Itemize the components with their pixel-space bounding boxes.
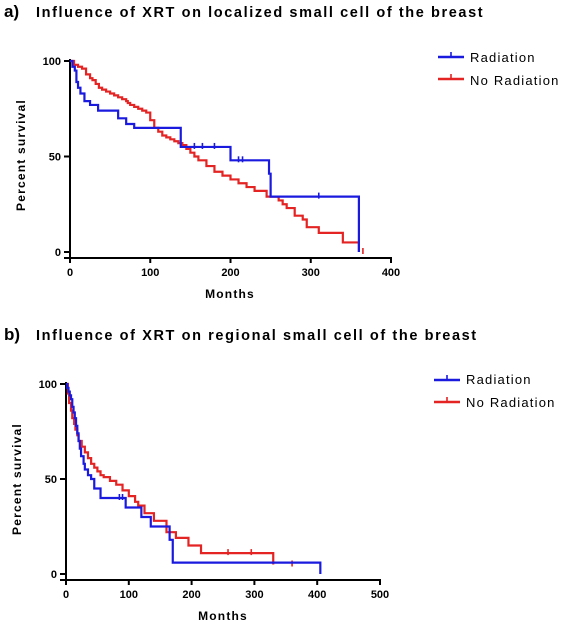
x-tick-label: 100 bbox=[141, 267, 159, 279]
panel-a-legend-noradiation: No Radiation bbox=[470, 73, 560, 88]
panel-b-label: b) bbox=[4, 325, 20, 344]
panel-b-legend-radiation: Radiation bbox=[466, 372, 532, 387]
y-tick-label: 0 bbox=[51, 569, 57, 581]
series-line-radiation bbox=[66, 382, 322, 574]
panel-a-ylabel: Percent survival bbox=[14, 99, 28, 211]
panel-a-label: a) bbox=[4, 2, 19, 21]
x-tick-label: 400 bbox=[308, 589, 326, 601]
y-tick-label: 50 bbox=[49, 152, 61, 164]
panel-b-xlabel: Months bbox=[198, 609, 248, 622]
panel-a-xlabel: Months bbox=[205, 287, 255, 301]
x-tick-label: 400 bbox=[382, 267, 400, 279]
panel-a-legend-radiation: Radiation bbox=[470, 50, 536, 65]
panel-a-plot: 0 50 100 0 100 200 300 400 bbox=[43, 52, 464, 279]
x-tick-label: 0 bbox=[63, 589, 69, 601]
x-tick-label: 500 bbox=[371, 589, 389, 601]
x-tick-label: 300 bbox=[245, 589, 263, 601]
y-tick-label: 100 bbox=[39, 379, 57, 391]
panel-b-ylabel: Percent survival bbox=[10, 423, 24, 535]
y-tick-label: 100 bbox=[43, 56, 61, 68]
x-tick-label: 100 bbox=[120, 589, 138, 601]
panel-a-title: Influence of XRT on localized small cell… bbox=[36, 5, 484, 21]
panel-b-title: Influence of XRT on regional small cell … bbox=[36, 328, 478, 344]
x-tick-label: 200 bbox=[182, 589, 200, 601]
series-line-no-radiation bbox=[66, 382, 275, 565]
x-tick-label: 300 bbox=[302, 267, 320, 279]
series-line-radiation bbox=[70, 59, 360, 252]
panel-b-plot: 0 50 100 0 100 200 300 400 500 bbox=[39, 375, 460, 601]
panel-b-legend-noradiation: No Radiation bbox=[466, 395, 556, 410]
plot-layer: 0 50 100 0 100 200 300 400 0 50 100 0 100 200 300 400 50… bbox=[39, 52, 464, 601]
series-line-no-radiation bbox=[70, 59, 360, 252]
x-tick-label: 200 bbox=[221, 267, 239, 279]
y-tick-label: 0 bbox=[55, 247, 61, 259]
x-tick-label: 0 bbox=[67, 267, 73, 279]
y-tick-label: 50 bbox=[45, 474, 57, 486]
